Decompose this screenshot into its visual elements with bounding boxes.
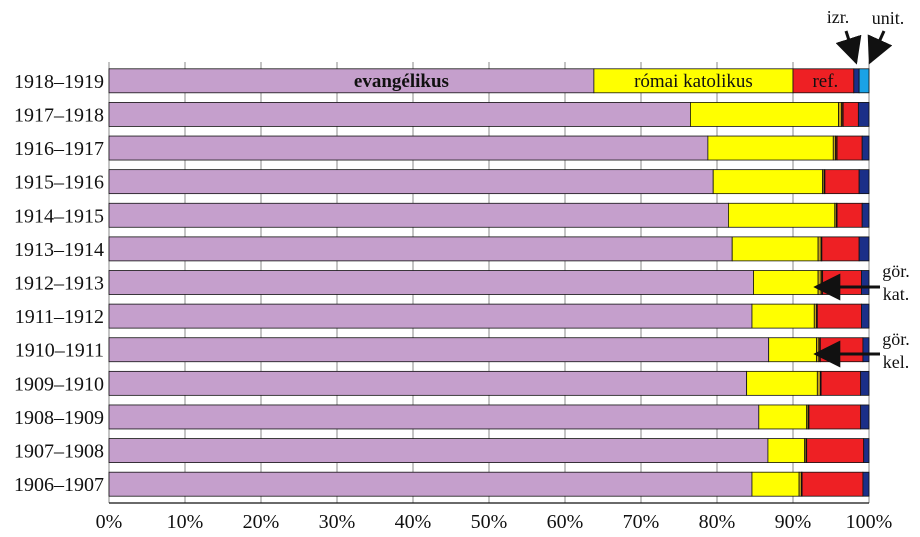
category-label: 1907–1908	[14, 441, 104, 463]
x-tick-label: 50%	[471, 511, 508, 533]
bar-izr-1911–1912	[861, 303, 870, 329]
label-evangelikus: evangélikus	[354, 71, 449, 92]
bar-ref-1912–1913	[822, 270, 862, 295]
category-label: 1908–1909	[14, 407, 104, 429]
bar-evangelikus-1909–1910	[108, 370, 748, 396]
bar-romai-katolikus-1915–1916	[712, 169, 824, 195]
x-tick-label: 0%	[96, 511, 123, 533]
bar-romai-katolikus-1913–1914	[731, 236, 819, 262]
x-tick-label: 40%	[395, 511, 432, 533]
bar-evangelikus-1918–1919	[108, 68, 595, 94]
bar-ref-1917–1918	[842, 102, 859, 127]
x-tick-label: 60%	[547, 511, 584, 533]
x-tick-label: 70%	[623, 511, 660, 533]
bar-ref-1914–1915	[836, 202, 863, 228]
x-tick-label: 90%	[775, 511, 812, 533]
x-tick-label: 10%	[167, 511, 204, 533]
bar-ref-1915–1916	[824, 169, 860, 195]
x-tick-label: 30%	[319, 511, 356, 533]
bar-ref-1906–1907	[801, 471, 864, 497]
bar-romai-katolikus-1911–1912	[751, 303, 815, 329]
label-gor-kat-1: gör.	[882, 261, 910, 281]
category-label: 1909–1910	[14, 373, 104, 395]
category-label: 1906–1907	[14, 474, 104, 496]
bar-romai-katolikus-1909–1910	[746, 370, 818, 396]
bar-izr-1908–1909	[860, 404, 870, 430]
category-label: 1912–1913	[14, 273, 104, 295]
label-izr: izr.	[827, 7, 850, 27]
bar-gor-kat-1917–1918	[838, 102, 843, 127]
category-label: 1918–1919	[14, 71, 104, 93]
bar-ref-1918–1919	[792, 68, 855, 94]
bar-izr-1914–1915	[861, 202, 870, 228]
arrow-unit	[867, 30, 893, 65]
category-label: 1916–1917	[14, 138, 104, 160]
bar-izr-1907–1908	[863, 438, 870, 463]
bar-evangelikus-1916–1917	[108, 135, 709, 161]
bar-ref-1908–1909	[808, 404, 862, 430]
bar-izr-1916–1917	[861, 135, 870, 161]
bar-izr-1912–1913	[861, 270, 870, 295]
label-gor-kat-2: kat.	[883, 284, 910, 304]
inside-series-labels: evangélikus római katolikus ref.	[354, 71, 838, 92]
bar-unit-1918–1919	[858, 68, 870, 94]
bar-romai-katolikus-1907–1908	[767, 438, 805, 463]
bar-ref-1916–1917	[836, 135, 863, 161]
arrow-izr	[835, 30, 862, 65]
bar-gor-kat-1912–1913	[817, 270, 822, 295]
bar-evangelikus-1906–1907	[108, 471, 753, 497]
bar-izr-1913–1914	[858, 236, 870, 262]
bar-romai-katolikus-1906–1907	[751, 471, 800, 497]
bar-izr-1915–1916	[858, 169, 870, 195]
callout-annotations: izr. unit. gör. kat. gör. kel.	[813, 7, 910, 372]
category-label: 1914–1915	[14, 205, 104, 227]
category-label: 1913–1914	[14, 239, 104, 261]
label-gor-kel-2: kel.	[883, 352, 910, 372]
category-label: 1915–1916	[14, 172, 104, 194]
category-label: 1917–1918	[14, 104, 104, 126]
label-gor-kel-1: gör.	[882, 329, 910, 349]
x-tick-label: 80%	[699, 511, 736, 533]
x-tick-label: 20%	[243, 511, 280, 533]
category-label: 1910–1911	[15, 340, 104, 362]
bar-evangelikus-1910–1911	[108, 337, 770, 363]
bar-izr-1917–1918	[857, 102, 870, 127]
bar-gor-kat-1913–1914	[817, 236, 822, 262]
bar-evangelikus-1915–1916	[108, 169, 714, 195]
bar-romai-katolikus-1916–1917	[707, 135, 834, 161]
label-ref: ref.	[812, 71, 838, 92]
category-labels: 1918–1919 1917–1918 1916–1917 1915–1916 1914…	[14, 71, 104, 496]
bars	[108, 68, 870, 497]
bar-romai-katolikus-1912–1913	[753, 270, 819, 295]
category-label: 1911–1912	[15, 306, 104, 328]
bar-ref-1911–1912	[816, 303, 862, 329]
bar-evangelikus-1913–1914	[108, 236, 733, 262]
x-axis-ticks: 0% 10% 20% 30% 40% 50% 60% 70% 80% 90% 100%	[96, 511, 893, 533]
label-unit: unit.	[872, 8, 905, 28]
bar-ref-1913–1914	[821, 236, 860, 262]
bar-evangelikus-1917–1918	[108, 102, 691, 127]
bar-romai-katolikus-1908–1909	[758, 404, 808, 430]
bar-romai-katolikus-1917–1918	[690, 102, 840, 127]
bar-evangelikus-1912–1913	[108, 270, 754, 295]
bar-izr-1910–1911	[862, 337, 870, 363]
bar-romai-katolikus-1910–1911	[768, 337, 817, 363]
bar-izr-1918–1919	[853, 68, 860, 94]
bar-romai-katolikus-1918–1919	[593, 68, 794, 94]
bar-ref-1909–1910	[820, 370, 862, 396]
bar-evangelikus-1907–1908	[108, 438, 769, 463]
bar-romai-katolikus-1914–1915	[728, 202, 836, 228]
bar-evangelikus-1908–1909	[108, 404, 760, 430]
bar-ref-1907–1908	[806, 438, 865, 463]
bar-evangelikus-1911–1912	[108, 303, 753, 329]
x-tick-label: 100%	[846, 511, 893, 533]
bar-evangelikus-1914–1915	[108, 202, 729, 228]
bar-izr-1909–1910	[860, 370, 870, 396]
label-romai-katolikus: római katolikus	[634, 71, 753, 92]
bar-gor-kat-1909–1910	[816, 370, 821, 396]
bar-ref-1910–1911	[819, 337, 864, 363]
bar-izr-1906–1907	[862, 471, 870, 497]
